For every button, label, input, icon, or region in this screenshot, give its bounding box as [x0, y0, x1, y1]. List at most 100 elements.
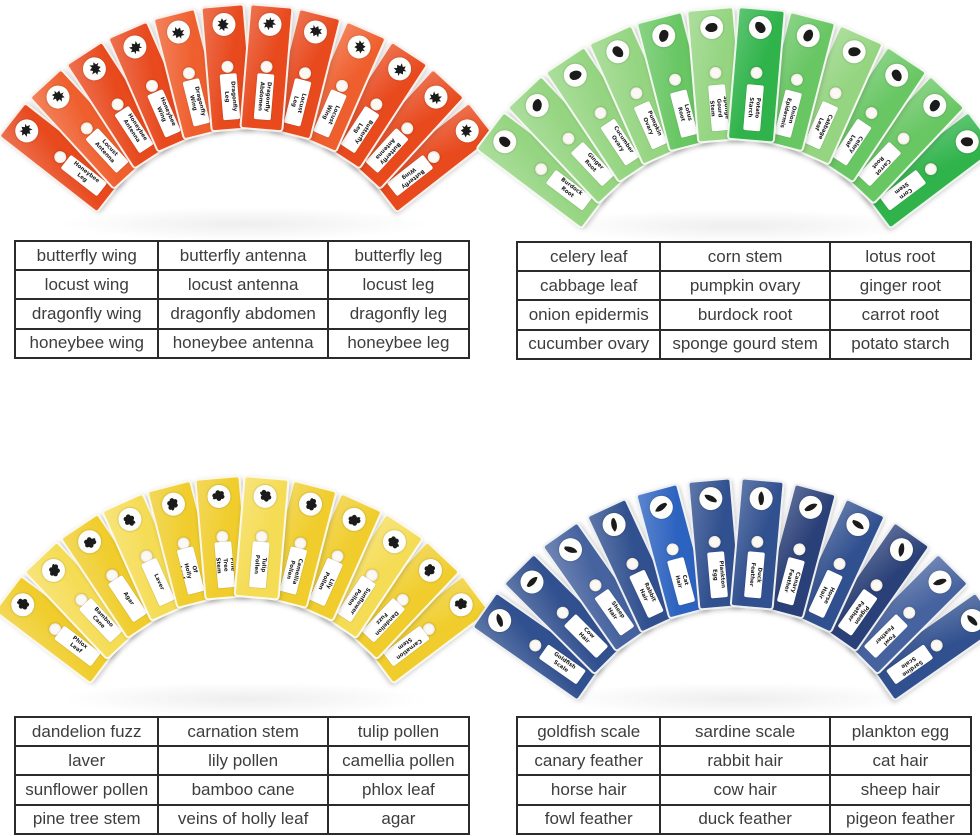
specimen-cell: honeybee leg	[326, 327, 471, 359]
specimen-cell: lotus root	[828, 240, 973, 273]
specimen-dot	[297, 65, 313, 81]
table-row: dandelion fuzz carnation stem tulip pollen	[13, 715, 471, 748]
slide-label: Plankton Egg	[707, 551, 728, 599]
slide-label-text: Pine Tree Stem	[214, 557, 236, 574]
agar-icon	[73, 525, 106, 558]
specimen-cell: bamboo cane	[157, 774, 329, 806]
slide-label-text: Canary Feather	[781, 568, 801, 594]
microscope-slide-canary-feather: Canary Feather	[760, 482, 837, 620]
specimen-cell: veins of holly leaf	[157, 803, 329, 835]
specimen-cell: burdock root	[659, 299, 831, 331]
specimen-table-flowers: dandelion fuzz carnation stem tulip pollen…	[13, 715, 471, 835]
table-row: sunflower pollen bamboo cane phlox leaf	[13, 774, 471, 806]
microscope-slide-laver: Laver	[100, 492, 193, 623]
slide-label-text: Agar	[121, 590, 135, 607]
specimen-dot	[587, 577, 605, 595]
microscope-slide-dragonfly-leg: Dragonfly Leg	[200, 3, 255, 133]
fan-shadow	[550, 682, 922, 716]
corn-stem-icon	[951, 125, 980, 158]
phlox-leaf-icon	[6, 588, 39, 621]
slide-label-text: Camellia Pollen	[285, 557, 304, 586]
microscope-slide-pine-tree-stem: Pine Tree Stem	[194, 475, 251, 601]
specimen-cell: cucumber ovary	[515, 328, 662, 360]
specimen-dot	[867, 577, 885, 595]
table-row: honeybee wing honeybee antenna honeybee le…	[13, 327, 471, 359]
specimen-cell: pumpkin ovary	[659, 270, 831, 302]
table-row: locust wing locust antenna locust leg	[13, 269, 471, 301]
specimen-cell: potato starch	[828, 328, 973, 360]
specimen-cell: sheep hair	[828, 774, 973, 806]
specimen-cell: phlox leaf	[326, 774, 471, 806]
slide-label: Cat Hair	[666, 556, 696, 606]
table-row: dragonfly wing dragonfly abdomen dragonfly…	[13, 298, 471, 330]
slide-label-text: Dragonfly Leg	[223, 81, 239, 112]
specimen-dot	[665, 542, 681, 558]
specimen-dot	[789, 72, 805, 88]
specimen-cell: dragonfly wing	[13, 298, 160, 330]
specimen-dot	[260, 60, 274, 73]
horse-hair-icon	[842, 509, 874, 540]
microscope-slide-sunflower-pollen: Sunflower Pollen	[318, 512, 425, 640]
specimen-cell: plankton egg	[828, 715, 973, 748]
laver-icon	[114, 504, 146, 535]
specimen-dot	[592, 104, 609, 122]
plankton-egg-icon	[698, 486, 724, 512]
slide-fan-insects: Honeybee Leg Locust Antenna Honeybee Anten…	[0, 0, 497, 241]
slide-label-text: Lotus Root	[676, 103, 693, 123]
specimen-dot	[527, 637, 545, 655]
specimen-cell: celery leaf	[515, 240, 662, 273]
specimen-table-animals: goldfish scale sardine scale plankton egg c…	[515, 715, 973, 835]
microscope-slide-tulip-pollen: Tulip Pollen	[233, 475, 290, 601]
rabbit-hair-icon	[598, 509, 630, 540]
microscope-slide-sardine-scale: Sardine Scale	[869, 591, 980, 702]
burdock-root-icon	[488, 125, 521, 158]
microscope-slide-sponge-gourd-stem: Sponge Gourd Stem	[686, 6, 746, 144]
specimen-cell: fowl feather	[515, 803, 662, 835]
microscope-slide-carnation-stem: Carnation Stem	[365, 574, 491, 685]
specimen-cell: cat hair	[828, 745, 973, 777]
specimen-cell: laver	[13, 745, 160, 777]
specimen-dot	[667, 72, 683, 88]
slide-label-text: Veins Of Holly Leaf	[176, 558, 205, 581]
butterfly-antenna-icon	[419, 80, 453, 114]
table-row: fowl feather duck feather pigeon feather	[515, 803, 973, 835]
dragonfly-leg-icon	[211, 12, 237, 37]
lily-pollen-icon	[338, 504, 370, 535]
carrot-root-icon	[918, 89, 952, 122]
specimen-cell: dragonfly leg	[326, 298, 471, 330]
sponge-gourd-stem-icon	[699, 15, 725, 40]
onion-epidermis-icon	[794, 21, 823, 50]
specimen-cell: rabbit hair	[659, 745, 831, 777]
microscope-slide-phlox-leaf: Phlox Leaf	[0, 574, 119, 685]
table-row: cabbage leaf pumpkin ovary ginger root	[515, 270, 973, 302]
microscope-slide-duck-feather: Duck Feather	[729, 477, 785, 611]
carnation-stem-icon	[445, 588, 478, 621]
microscope-slide-butterfly-leg: Butterfly Leg	[323, 40, 429, 171]
slide-label-text: Phlox Leaf	[68, 635, 89, 655]
fan-shadow	[58, 207, 432, 241]
locust-antenna-icon	[41, 80, 75, 114]
ginger-root-icon	[520, 89, 554, 122]
specimen-cell: canary feather	[515, 745, 662, 777]
microscope-slide-carrot-root: Carrot Root	[838, 74, 966, 206]
slide-label-text: Sponge Gourd Stem	[708, 95, 729, 119]
specimen-dot	[560, 130, 578, 148]
goldfish-scale-icon	[483, 604, 516, 637]
celery-leaf-icon	[880, 59, 913, 92]
slide-label-text: Lily Pollen	[316, 570, 335, 591]
cucumber-ovary-icon	[559, 59, 592, 92]
slide-fan-flowers: Phlox Leaf Bamboo Cane Agar Laver Veins Of H…	[0, 472, 491, 716]
dandelion-fuzz-icon	[414, 554, 447, 587]
slide-label: Camellia Pollen	[279, 546, 308, 595]
microscope-slide-ginger-root: Ginger Root	[506, 74, 634, 206]
cabbage-leaf-icon	[838, 36, 870, 67]
sheep-hair-icon	[554, 533, 587, 566]
table-row: onion epidermis burdock root carrot root	[515, 299, 973, 331]
microscope-slide-honeybee-antenna: Honeybee Antenna	[65, 40, 171, 171]
specimen-dot	[791, 542, 807, 558]
slide-label-text: Sardine Scale	[899, 654, 924, 677]
slide-label-text: Celery Leaf	[843, 133, 864, 155]
microscope-slide-veins-of-holly-leaf: Veins Of Holly Leaf	[146, 479, 222, 610]
microscope-slide-celery-leaf: Celery Leaf	[813, 45, 928, 184]
